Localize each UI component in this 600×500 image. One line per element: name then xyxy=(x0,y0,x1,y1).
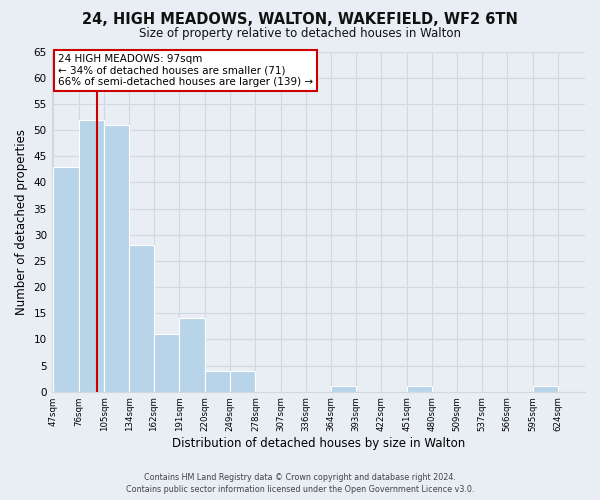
X-axis label: Distribution of detached houses by size in Walton: Distribution of detached houses by size … xyxy=(172,437,465,450)
Bar xyxy=(104,125,130,392)
Text: Contains HM Land Registry data © Crown copyright and database right 2024.
Contai: Contains HM Land Registry data © Crown c… xyxy=(126,472,474,494)
Bar xyxy=(230,371,256,392)
Bar xyxy=(533,386,558,392)
Bar xyxy=(205,371,230,392)
Y-axis label: Number of detached properties: Number of detached properties xyxy=(15,128,28,314)
Bar xyxy=(130,245,154,392)
Bar xyxy=(53,166,79,392)
Bar xyxy=(407,386,432,392)
Bar xyxy=(179,318,205,392)
Bar xyxy=(331,386,356,392)
Text: 24, HIGH MEADOWS, WALTON, WAKEFIELD, WF2 6TN: 24, HIGH MEADOWS, WALTON, WAKEFIELD, WF2… xyxy=(82,12,518,28)
Bar xyxy=(154,334,179,392)
Text: Size of property relative to detached houses in Walton: Size of property relative to detached ho… xyxy=(139,28,461,40)
Bar xyxy=(79,120,104,392)
Text: 24 HIGH MEADOWS: 97sqm
← 34% of detached houses are smaller (71)
66% of semi-det: 24 HIGH MEADOWS: 97sqm ← 34% of detached… xyxy=(58,54,313,88)
